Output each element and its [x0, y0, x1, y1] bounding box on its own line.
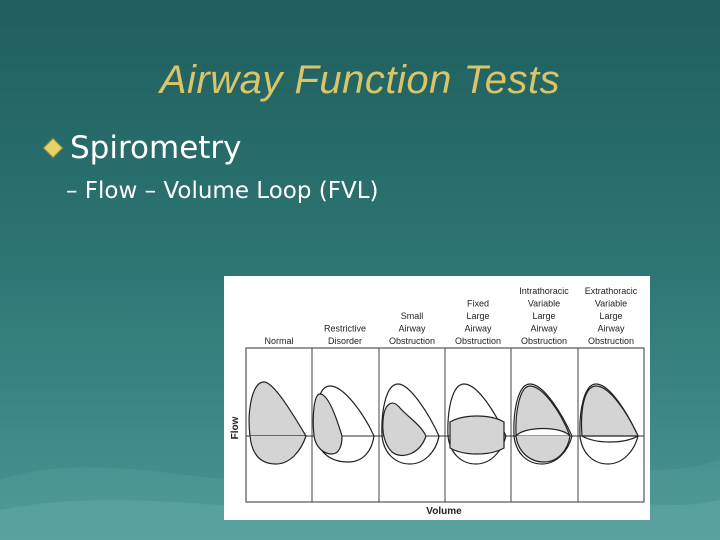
loop-fixed-large-airway — [447, 383, 507, 465]
loop-small-airway — [381, 383, 440, 465]
loop-extrathoracic-variable — [579, 383, 639, 465]
column-label-line: Variable — [595, 299, 627, 309]
x-axis-label: Volume — [426, 506, 462, 517]
column-label-line: Small — [401, 311, 424, 321]
loop-intrathoracic-variable — [513, 383, 573, 465]
column-label-line: Obstruction — [588, 336, 634, 346]
column-label-line: Large — [466, 311, 489, 321]
column-label-line: Extrathoracic — [585, 286, 638, 296]
loop-restrictive — [312, 385, 375, 463]
column-dividers — [311, 348, 579, 502]
column-label-line: Airway — [597, 324, 625, 334]
diamond-bullet-icon — [43, 138, 63, 158]
column-label-line: Airway — [530, 324, 558, 334]
column-labels: Normal Restrictive Disorder Small Airway Obst… — [264, 286, 637, 346]
flow-volume-loop-figure: Normal Restrictive Disorder Small Airway Obst… — [224, 276, 650, 520]
column-label-line: Restrictive — [324, 324, 366, 334]
column-label-line: Airway — [398, 324, 426, 334]
bullet-spirometry: Spirometry — [43, 130, 242, 166]
column-label-line: Obstruction — [389, 336, 435, 346]
column-label-line: Obstruction — [455, 336, 501, 346]
column-label-line: Normal — [264, 336, 293, 346]
column-label-line: Large — [599, 311, 622, 321]
column-label-line: Intrathoracic — [519, 286, 569, 296]
column-label-line: Variable — [528, 299, 560, 309]
loop-normal — [248, 381, 308, 465]
flow-volume-loop-svg: Normal Restrictive Disorder Small Airway Obst… — [230, 286, 645, 517]
column-label-line: Large — [532, 311, 555, 321]
column-label-line: Disorder — [328, 336, 362, 346]
column-label-line: Fixed — [467, 299, 489, 309]
sub-bullet-fvl: – Flow – Volume Loop (FVL) — [66, 178, 379, 204]
slide-title: Airway Function Tests — [159, 58, 561, 102]
y-axis-label: Flow — [230, 416, 241, 439]
column-label-line: Obstruction — [521, 336, 567, 346]
column-label-line: Airway — [464, 324, 492, 334]
bullet-spirometry-text: Spirometry — [70, 130, 242, 166]
